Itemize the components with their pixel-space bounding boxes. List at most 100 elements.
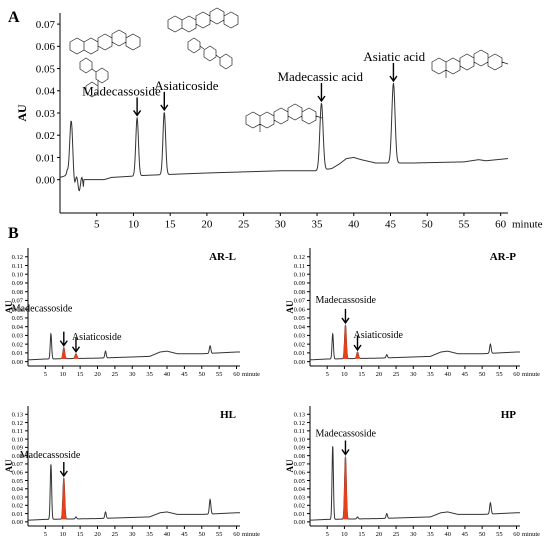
x-tick-label: 30 — [410, 371, 417, 378]
y-tick-label: 0.00 — [12, 519, 23, 526]
y-tick-label: 0.04 — [294, 486, 306, 493]
x-tick-label: 15 — [77, 371, 84, 378]
y-tick-label: 0.13 — [12, 412, 23, 419]
y-tick-label: 0.10 — [294, 271, 305, 278]
y-tick-label: 0.01 — [12, 511, 23, 518]
x-tick-label: 10 — [341, 371, 348, 378]
y-tick-label: 0.06 — [294, 469, 306, 476]
x-tick-label: 40 — [444, 371, 451, 378]
y-axis-label: AU — [4, 300, 14, 313]
y-tick-label: 0.10 — [12, 271, 23, 278]
x-tick-label: 40 — [164, 531, 171, 538]
y-tick-label: 0.00 — [294, 359, 305, 366]
x-tick-label: 50 — [199, 531, 206, 538]
y-tick-label: 0.08 — [12, 453, 23, 460]
x-tick-label: 35 — [146, 371, 153, 378]
y-tick-label: 0.09 — [12, 280, 23, 287]
y-tick-label: 0.09 — [12, 445, 23, 452]
y-tick-label: 0.01 — [294, 350, 305, 357]
y-tick-label: 0.10 — [12, 436, 23, 443]
y-tick-label: 0.02 — [12, 503, 23, 510]
y-tick-label: 0.06 — [294, 306, 306, 313]
peak-annotation: Asiaticoside — [154, 78, 218, 93]
structure-asiatic-acid — [431, 49, 509, 78]
x-tick-label: 45 — [462, 531, 469, 538]
panel-title: HL — [220, 409, 236, 421]
x-tick-label: 10 — [60, 371, 67, 378]
x-tick-label: 20 — [94, 531, 101, 538]
x-tick-label: 10 — [128, 219, 140, 231]
x-tick-label: 60 — [233, 371, 240, 378]
x-tick-label: 25 — [238, 219, 250, 231]
y-tick-label: 0.00 — [12, 359, 23, 366]
x-tick-label: 5 — [94, 219, 100, 231]
annotation-arrowhead — [353, 344, 362, 352]
highlighted-peak — [342, 324, 349, 360]
x-tick-label: 25 — [112, 531, 119, 538]
y-tick-label: 0.02 — [36, 130, 55, 142]
chart-panel-ar-p: 0.00 0.01 0.020.03 0.04 0.05 0.060.07 0.08 0.09… — [285, 248, 540, 378]
x-tick-label: 50 — [479, 371, 486, 378]
x-tick-label: 20 — [94, 371, 101, 378]
x-tick-label: 20 — [376, 371, 383, 378]
x-tick-label: 55 — [216, 531, 223, 538]
highlighted-peak — [61, 476, 67, 520]
x-tick-label: 30 — [129, 531, 136, 538]
highlighted-peak — [61, 347, 67, 360]
chart-panel-hl: 0.000.010.02 0.030.040.05 0.060.070.080.09… — [4, 406, 260, 538]
y-tick-label: 0.01 — [12, 350, 23, 357]
y-tick-label: 0.06 — [12, 306, 24, 313]
peak-annotation: Madecassoside — [315, 295, 376, 306]
y-tick-label: 0.12 — [294, 254, 305, 261]
y-tick-label: 0.04 — [36, 86, 56, 98]
x-tick-label: 55 — [496, 531, 503, 538]
x-tick-label: 25 — [112, 371, 119, 378]
y-tick-label: 0.11 — [294, 428, 305, 435]
x-tick-label: 55 — [496, 371, 503, 378]
x-axis-label: minute — [242, 371, 260, 378]
x-tick-label: 55 — [458, 219, 470, 231]
x-tick-label: 40 — [444, 531, 451, 538]
x-tick-label: 45 — [385, 219, 397, 231]
y-tick-label: 0.01 — [36, 152, 55, 164]
x-tick-label: 25 — [393, 371, 400, 378]
peak-annotation: Madecassoside — [315, 429, 376, 440]
structure-madecassic-acid — [245, 103, 323, 132]
x-tick-label: 15 — [165, 219, 177, 231]
x-tick-label: 5 — [44, 531, 47, 538]
peak-annotation: Madecassic acid — [277, 69, 363, 84]
panel-title: AR-P — [490, 251, 517, 263]
y-tick-label: 0.06 — [36, 41, 56, 53]
y-axis-label: AU — [285, 300, 295, 313]
x-tick-label: 35 — [427, 531, 434, 538]
y-tick-label: 0.11 — [12, 428, 23, 435]
y-tick-label: 0.11 — [12, 263, 23, 270]
y-tick-label: 0.09 — [294, 445, 305, 452]
peak-annotation: Asiatic acid — [363, 49, 425, 64]
y-tick-label: 0.05 — [36, 63, 56, 75]
y-tick-label: 0.02 — [12, 341, 23, 348]
x-tick-label: 5 — [326, 371, 329, 378]
y-tick-label: 0.01 — [294, 511, 305, 518]
annotation-arrowhead — [59, 340, 68, 347]
y-tick-label: 0.02 — [294, 503, 305, 510]
annotation-arrowhead — [317, 95, 326, 103]
x-tick-label: 30 — [129, 371, 136, 378]
y-tick-label: 0.00 — [294, 519, 305, 526]
y-tick-label: 0.08 — [12, 289, 23, 296]
x-tick-label: 50 — [422, 219, 434, 231]
y-tick-label: 0.03 — [294, 494, 305, 501]
x-tick-label: 10 — [60, 531, 67, 538]
y-tick-label: 0.12 — [12, 420, 23, 427]
annotation-arrowhead — [71, 346, 81, 353]
panel-title: AR-L — [209, 251, 236, 263]
x-axis-label: minute — [522, 371, 540, 378]
y-tick-label: 0.07 — [294, 461, 306, 468]
y-tick-label: 0.04 — [12, 324, 24, 331]
peak-annotation: Asiaticoside — [72, 332, 122, 343]
structure-madecassoside — [69, 29, 141, 98]
chromatogram-trace — [309, 324, 520, 361]
peak-annotation: Madecassoside — [12, 304, 73, 315]
chromatogram-trace — [309, 446, 520, 521]
annotation-arrowhead — [341, 317, 350, 325]
